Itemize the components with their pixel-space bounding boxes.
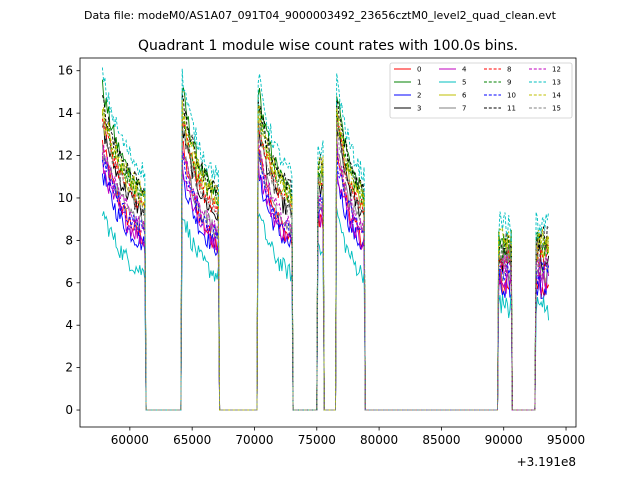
series-line-10: [101, 148, 550, 411]
figure-suptitle: Data file: modeM0/AS1A07_091T04_90000034…: [84, 9, 557, 22]
legend-label-0: 0: [417, 66, 421, 74]
series-line-2: [101, 167, 550, 411]
legend-label-2: 2: [417, 92, 421, 100]
y-tick-label: 4: [65, 318, 73, 332]
y-tick-label: 16: [58, 64, 73, 78]
x-offset-label: +3.191e8: [517, 455, 576, 469]
y-tick-label: 6: [65, 276, 73, 290]
x-tick-label: 85000: [422, 433, 460, 447]
legend-box: [389, 62, 573, 119]
x-tick-label: 65000: [173, 433, 211, 447]
plot-frame: [79, 57, 577, 428]
y-tick-label: 10: [58, 191, 73, 205]
series-line-8: [101, 110, 549, 411]
legend-label-10: 10: [507, 92, 516, 100]
y-tick-label: 8: [65, 233, 73, 247]
x-tick-label: 90000: [485, 433, 523, 447]
y-tick-label: 14: [58, 106, 73, 120]
legend-label-15: 15: [552, 105, 561, 113]
x-tick-label: 60000: [111, 433, 149, 447]
series-line-11: [101, 94, 549, 411]
plot-area: [79, 57, 577, 428]
series-line-4: [101, 155, 550, 411]
legend-label-11: 11: [507, 105, 516, 113]
legend-label-8: 8: [507, 66, 511, 74]
series-line-6: [101, 109, 550, 411]
chart-title: Quadrant 1 module wise count rates with …: [138, 38, 518, 54]
x-axis: 60000 65000 70000 75000 80000 85000 90000 95000: [111, 427, 585, 447]
legend-label-1: 1: [417, 79, 421, 87]
legend-label-12: 12: [552, 66, 561, 74]
series-line-12: [101, 137, 550, 411]
legend-label-14: 14: [552, 92, 561, 100]
legend-label-9: 9: [507, 79, 511, 87]
series-line-9: [101, 104, 550, 411]
series-line-13: [101, 67, 550, 411]
series-line-7: [101, 138, 550, 411]
series-line-1: [101, 79, 550, 411]
legend-label-3: 3: [417, 105, 421, 113]
series-line-0: [101, 134, 550, 411]
legend-label-5: 5: [462, 79, 466, 87]
series-line-5: [101, 208, 550, 411]
y-axis: 0 2 4 6 8 10 12 14 16: [58, 64, 80, 417]
series-line-15: [101, 120, 549, 411]
x-tick-label: 80000: [360, 433, 398, 447]
x-tick-label: 95000: [547, 433, 585, 447]
legend-label-4: 4: [462, 66, 467, 74]
y-tick-label: 2: [65, 361, 73, 375]
series-line-3: [101, 121, 550, 411]
legend-label-7: 7: [462, 105, 466, 113]
x-tick-label: 75000: [298, 433, 336, 447]
legend-label-13: 13: [552, 79, 561, 87]
series-line-14: [101, 99, 550, 411]
y-tick-label: 0: [65, 403, 73, 417]
y-tick-label: 12: [58, 149, 73, 163]
legend-label-6: 6: [462, 92, 467, 100]
x-tick-label: 70000: [235, 433, 273, 447]
